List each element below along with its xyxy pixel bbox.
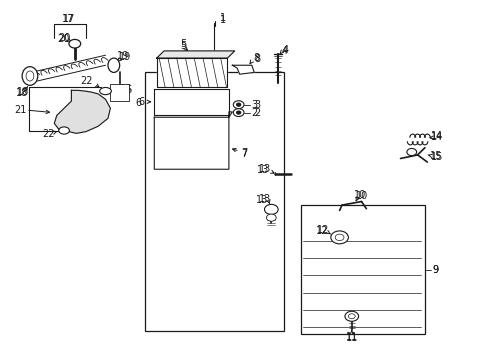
Text: 7: 7: [241, 149, 247, 159]
Text: 11: 11: [345, 332, 357, 342]
Text: 18: 18: [17, 87, 29, 97]
Text: 1: 1: [219, 13, 225, 23]
Ellipse shape: [108, 58, 120, 72]
Text: 10: 10: [354, 190, 366, 200]
Text: 14: 14: [430, 132, 442, 142]
Text: 12: 12: [317, 225, 329, 235]
Text: 20: 20: [58, 33, 70, 43]
Text: 14: 14: [429, 131, 442, 141]
Text: 19: 19: [117, 51, 129, 61]
Text: 1: 1: [219, 15, 225, 26]
Text: 16: 16: [121, 85, 133, 95]
Circle shape: [236, 103, 240, 106]
Text: 13: 13: [256, 165, 268, 175]
Text: 2: 2: [251, 108, 257, 118]
Polygon shape: [232, 65, 254, 74]
Text: 15: 15: [429, 150, 442, 161]
Bar: [110, 84, 129, 101]
Circle shape: [406, 148, 416, 156]
Text: 5: 5: [180, 41, 186, 51]
Text: 17: 17: [62, 14, 75, 24]
Text: 10: 10: [356, 191, 368, 201]
Text: 2: 2: [254, 108, 260, 118]
Ellipse shape: [22, 67, 38, 85]
Bar: [300, 205, 424, 334]
Polygon shape: [154, 89, 228, 116]
Text: 15: 15: [430, 152, 443, 162]
Text: 16: 16: [120, 84, 132, 94]
Text: 9: 9: [432, 265, 438, 275]
Ellipse shape: [59, 127, 69, 134]
Circle shape: [344, 311, 358, 321]
Text: 22: 22: [42, 129, 55, 139]
Circle shape: [266, 214, 276, 221]
Text: 4: 4: [282, 45, 288, 55]
Polygon shape: [54, 90, 110, 134]
Text: 20: 20: [57, 34, 69, 44]
Text: 17: 17: [61, 14, 74, 24]
Text: 8: 8: [254, 54, 260, 64]
Ellipse shape: [100, 87, 111, 95]
Text: 6: 6: [135, 98, 141, 108]
Circle shape: [330, 231, 347, 244]
Text: 4: 4: [282, 46, 287, 56]
Ellipse shape: [26, 71, 34, 81]
Circle shape: [69, 40, 81, 48]
Text: 13: 13: [259, 164, 271, 174]
Circle shape: [334, 234, 343, 240]
Text: 18: 18: [16, 88, 28, 98]
Text: 3: 3: [254, 100, 260, 111]
Text: 3: 3: [251, 100, 257, 110]
Text: 12: 12: [316, 226, 328, 236]
Circle shape: [233, 109, 244, 117]
Circle shape: [236, 111, 240, 114]
Circle shape: [233, 101, 244, 109]
Text: 6: 6: [138, 97, 144, 107]
Text: 8: 8: [253, 53, 259, 63]
Circle shape: [347, 314, 354, 319]
Polygon shape: [157, 58, 227, 87]
Text: 19: 19: [119, 52, 131, 62]
Text: 5: 5: [180, 40, 186, 49]
Bar: [144, 72, 283, 330]
Text: 22: 22: [80, 76, 92, 86]
Text: 11: 11: [345, 333, 357, 343]
Circle shape: [264, 204, 278, 215]
Text: 9: 9: [432, 265, 438, 275]
Text: 13: 13: [259, 194, 271, 204]
Polygon shape: [157, 51, 234, 58]
Text: 21: 21: [14, 105, 26, 115]
Text: 7: 7: [241, 148, 247, 158]
Polygon shape: [154, 112, 232, 169]
Text: 13: 13: [255, 195, 267, 205]
